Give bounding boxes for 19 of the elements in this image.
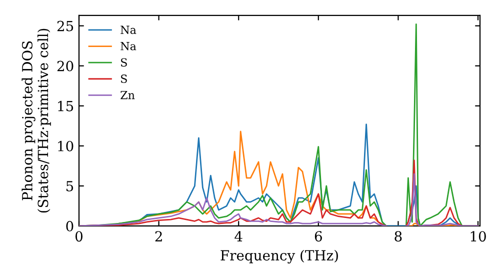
y-tick-label: 20 — [57, 60, 74, 72]
y-tick-label: 25 — [57, 20, 74, 32]
legend-label: S — [121, 58, 127, 67]
legend-label: Na — [120, 26, 136, 34]
x-tick-label: 4 — [234, 231, 242, 242]
y-axis-title: Phonon projected DOS (States/THz·primitive cell) — [22, 28, 51, 213]
legend-label: S — [121, 74, 127, 83]
x-tick-label: 6 — [314, 231, 322, 242]
y-tick-label: 5 — [66, 181, 74, 192]
x-tick-label: 0 — [75, 231, 82, 242]
y-tick-label: 15 — [58, 100, 74, 112]
legend-label: Zn — [120, 90, 135, 100]
x-tick-label: 8 — [394, 231, 402, 242]
x-axis-title: Frequency (THz) — [220, 250, 338, 264]
y-tick-label: 0 — [66, 220, 74, 232]
x-tick-label: 2 — [155, 231, 162, 242]
y-tick-label: 10 — [58, 140, 74, 152]
x-tick-label: 10 — [470, 231, 486, 242]
legend-label: Na — [120, 42, 136, 50]
